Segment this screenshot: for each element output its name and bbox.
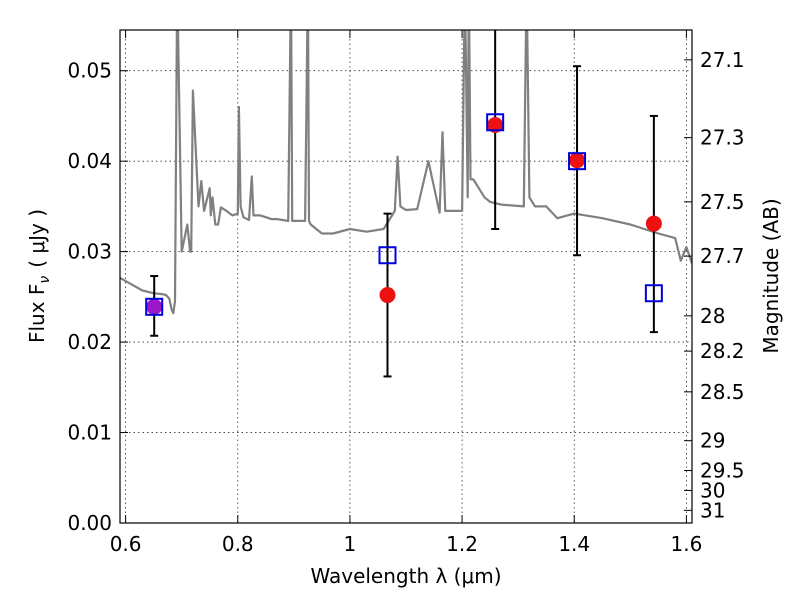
right-tick-label: 29 — [700, 429, 725, 453]
model-flux-square — [644, 284, 663, 303]
right-tick-label: 30 — [700, 478, 725, 502]
y-axis-label-group: Flux Fν ( μJy ) — [25, 209, 53, 343]
x-tick-label: 0.6 — [110, 532, 142, 556]
x-tick-label: 0.8 — [222, 532, 254, 556]
y-tick-label: 0.03 — [67, 240, 112, 264]
observed-flux-point — [645, 215, 662, 232]
model-flux-square — [378, 246, 397, 265]
model-flux-square — [486, 113, 505, 132]
x-tick-label: 1 — [344, 532, 357, 556]
y-tick-label: 0.00 — [67, 511, 112, 535]
observed-flux-point — [379, 287, 396, 304]
right-axis-label-group: Magnitude (AB) — [759, 198, 783, 353]
y-axis-label-sub: ν — [37, 276, 53, 284]
y-tick-label: 0.02 — [67, 330, 112, 354]
observed-flux-point — [569, 152, 586, 169]
plot-frame — [119, 29, 693, 524]
right-tick-label: 27.7 — [700, 244, 745, 268]
right-tick-label: 28.2 — [700, 339, 745, 363]
right-axis-label: Magnitude (AB) — [759, 198, 783, 353]
sed-model-layer — [120, 30, 692, 315]
y-tick-label: 0.01 — [67, 421, 112, 445]
model-flux-square — [145, 297, 164, 316]
x-tick-label: 1.6 — [670, 532, 702, 556]
sed-model-line — [120, 30, 692, 315]
y-tick-label: 0.05 — [67, 59, 112, 83]
x-axis-label: Wavelength λ (μm) — [310, 564, 501, 588]
x-tick-label: 1.4 — [558, 532, 590, 556]
observed-flux-point — [487, 116, 504, 133]
right-tick-label: 28 — [700, 304, 725, 328]
right-tick-label: 28.5 — [700, 380, 745, 404]
right-tick-label: 29.5 — [700, 459, 745, 483]
right-tick-label: 27.1 — [700, 48, 745, 72]
grid-lines — [120, 30, 692, 523]
right-tick-label: 27.5 — [700, 190, 745, 214]
y-axis-label: Flux Fν ( μJy ) — [25, 209, 53, 343]
x-tick-label: 1.2 — [446, 532, 478, 556]
right-tick-label: 27.3 — [700, 126, 745, 150]
axis-ticks: 0.6 0.8 1 1.2 1.4 1.6 0.00 0.01 0.02 0.03 0.04 0.05… — [67, 30, 745, 556]
y-axis-label-main: Flux F — [25, 284, 49, 343]
data-points-layer — [145, 30, 663, 378]
observed-flux-point — [146, 298, 163, 315]
right-tick-label: 31 — [700, 498, 725, 522]
y-axis-label-unit: ( μJy ) — [25, 209, 49, 268]
y-tick-label: 0.04 — [67, 149, 112, 173]
model-flux-square — [568, 152, 587, 171]
